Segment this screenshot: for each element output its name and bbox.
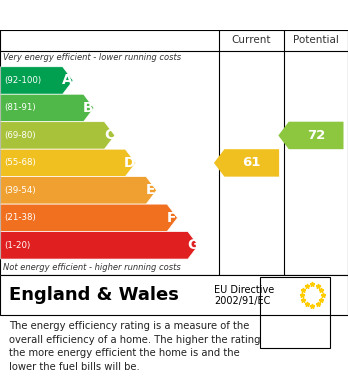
Text: C: C (104, 128, 114, 142)
Text: 72: 72 (307, 129, 325, 142)
Text: B: B (83, 101, 94, 115)
Text: (69-80): (69-80) (4, 131, 36, 140)
Text: EU Directive: EU Directive (214, 285, 274, 295)
Polygon shape (214, 149, 279, 177)
Polygon shape (1, 149, 136, 177)
Text: (55-68): (55-68) (4, 158, 36, 167)
Polygon shape (1, 122, 115, 149)
Polygon shape (1, 67, 73, 94)
Text: A: A (62, 74, 73, 88)
Text: Not energy efficient - higher running costs: Not energy efficient - higher running co… (3, 262, 181, 271)
Polygon shape (1, 231, 198, 259)
Text: Very energy efficient - lower running costs: Very energy efficient - lower running co… (3, 53, 182, 62)
Text: D: D (124, 156, 136, 170)
Text: Energy Efficiency Rating: Energy Efficiency Rating (9, 8, 200, 22)
Text: G: G (187, 239, 198, 252)
Text: The energy efficiency rating is a measure of the
overall efficiency of a home. T: The energy efficiency rating is a measur… (9, 321, 260, 372)
Text: (81-91): (81-91) (4, 104, 36, 113)
Text: 2002/91/EC: 2002/91/EC (214, 296, 270, 306)
Text: 61: 61 (243, 156, 261, 169)
Text: (21-38): (21-38) (4, 213, 36, 222)
Text: (92-100): (92-100) (4, 76, 41, 85)
Polygon shape (1, 204, 177, 231)
Text: Current: Current (232, 36, 271, 45)
Text: E: E (146, 183, 156, 197)
Polygon shape (278, 122, 343, 149)
Text: F: F (167, 211, 176, 225)
Text: Potential: Potential (293, 36, 339, 45)
Polygon shape (1, 177, 157, 204)
Text: (39-54): (39-54) (4, 186, 36, 195)
Text: (1-20): (1-20) (4, 241, 30, 250)
Text: England & Wales: England & Wales (9, 286, 179, 304)
Polygon shape (1, 94, 94, 122)
